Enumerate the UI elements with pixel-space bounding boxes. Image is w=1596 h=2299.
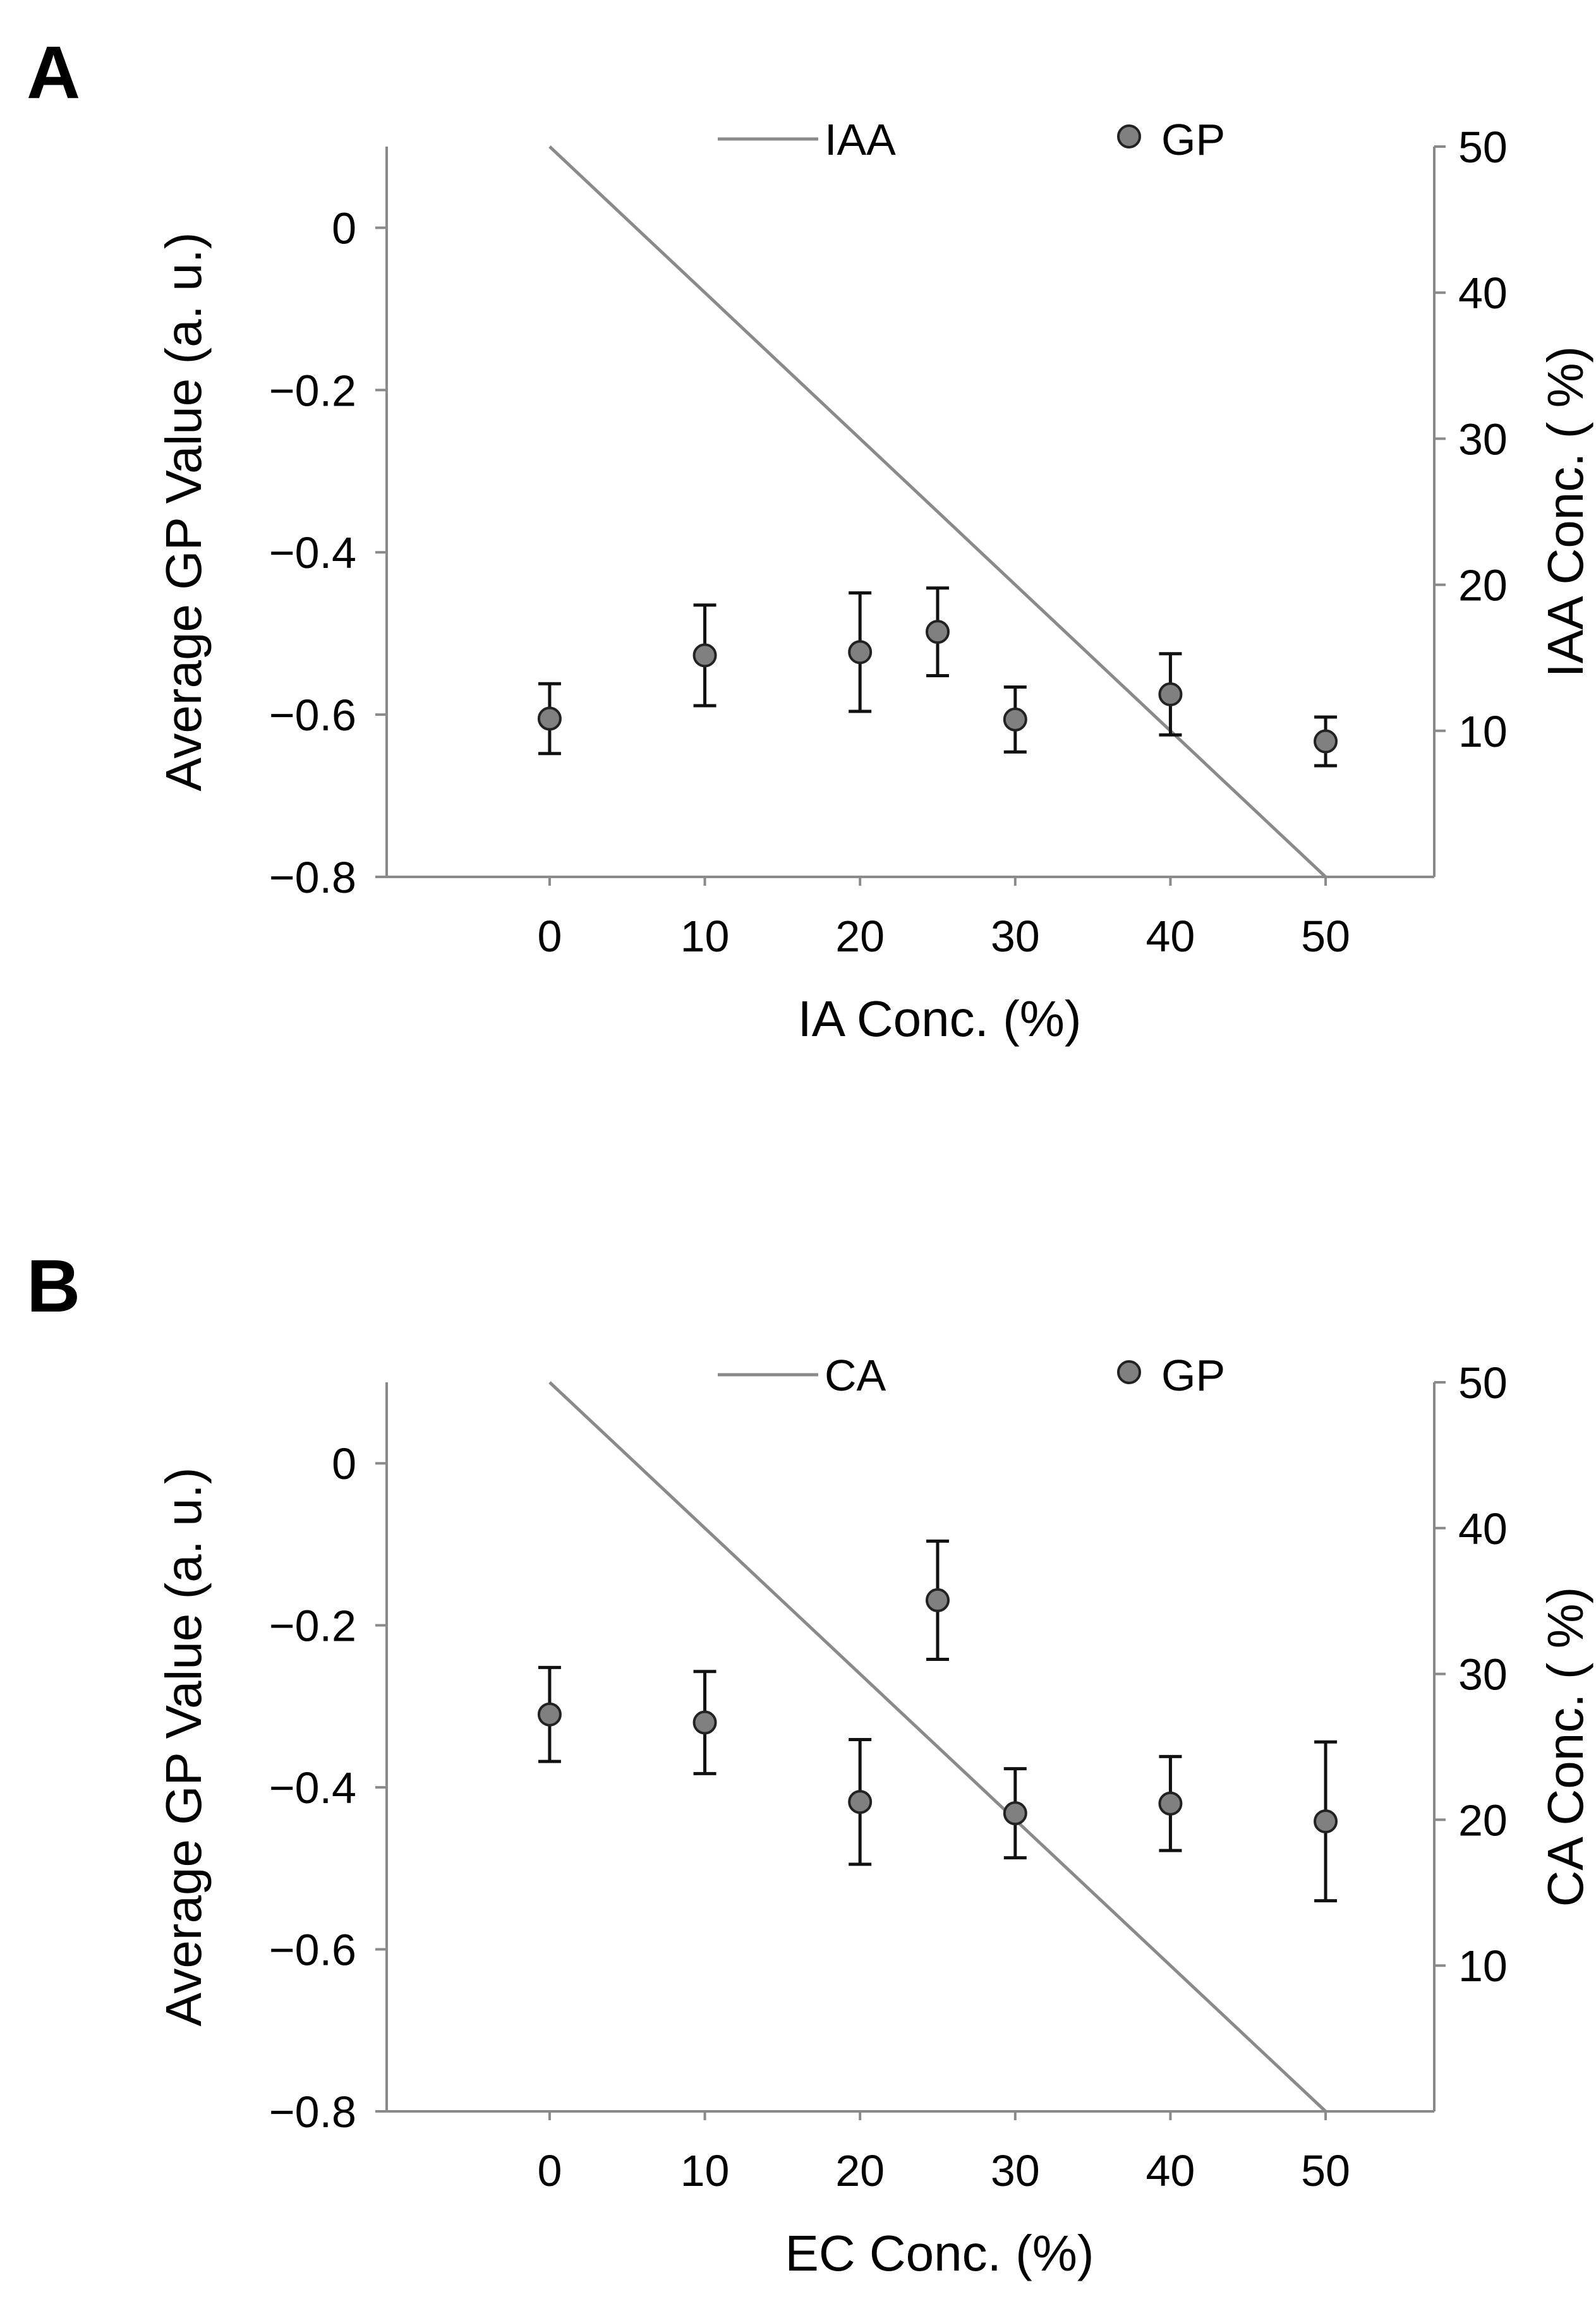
y-axis-title: Average GP Value (a. u.) (155, 1468, 212, 2027)
y-tick-label: −0.4 (269, 528, 356, 577)
panel-label: A (27, 31, 80, 114)
y-tick-label: −0.6 (269, 691, 356, 740)
y2-tick-label: 40 (1458, 1504, 1508, 1554)
y2-axis-title: CA Conc. ( %) (1537, 1587, 1593, 1907)
y-tick-label: −0.4 (269, 1763, 356, 1813)
data-point-gp (1158, 1791, 1183, 1816)
x-tick-label: 10 (680, 912, 730, 961)
data-point-gp (925, 1588, 950, 1612)
y2-tick-label: 40 (1458, 269, 1508, 318)
data-point-gp (1158, 682, 1183, 706)
x-tick-label: 10 (680, 2146, 730, 2195)
legend-line-label: IAA (825, 115, 896, 164)
data-point-gp (692, 1710, 717, 1735)
y-tick-label: −0.8 (269, 853, 356, 902)
y2-tick-label: 30 (1458, 414, 1508, 464)
data-point-gp (925, 620, 950, 644)
legend-marker-swatch (1117, 124, 1141, 148)
x-tick-label: 0 (537, 2146, 562, 2195)
x-axis-title: EC Conc. (%) (785, 2225, 1094, 2281)
legend-marker-label: GP (1161, 1351, 1225, 1400)
data-point-gp (1314, 1809, 1338, 1833)
data-point-gp (848, 640, 873, 665)
legend-line-label: CA (825, 1351, 886, 1400)
data-point-gp (537, 706, 562, 731)
panel-label: B (27, 1245, 80, 1328)
y2-tick-label: 20 (1458, 1795, 1508, 1845)
y2-tick-label: 20 (1458, 561, 1508, 610)
data-point-gp (692, 643, 717, 668)
y-tick-label: −0.2 (269, 366, 356, 415)
x-tick-label: 0 (537, 912, 562, 961)
x-tick-label: 20 (835, 2146, 885, 2195)
y-tick-label: 0 (332, 1439, 356, 1488)
y2-tick-label: 50 (1458, 123, 1508, 172)
y2-tick-label: 50 (1458, 1358, 1508, 1408)
y-tick-label: −0.6 (269, 1926, 356, 1975)
x-tick-label: 20 (835, 912, 885, 961)
x-tick-label: 30 (991, 2146, 1040, 2195)
data-point-gp (1003, 1801, 1027, 1826)
y2-tick-label: 10 (1458, 1941, 1508, 1991)
y2-axis-title: IAA Conc. ( %) (1537, 346, 1593, 678)
chart-panel-b: B 0 −0.2 −0.4 −0.6 −0.8 0 10 20 30 40 50 10 20 30 40 50 E… (27, 1245, 1593, 2281)
data-point-gp (1314, 729, 1338, 754)
y-tick-label: −0.8 (269, 2087, 356, 2137)
x-tick-label: 30 (991, 912, 1040, 961)
y-axis-title: Average GP Value (a. u.) (155, 232, 212, 792)
chart-panel-a: A 0 −0.2 −0.4 −0.6 −0.8 0 10 20 30 40 50 10 20 30 40 50 I… (27, 31, 1593, 1047)
legend-marker-label: GP (1161, 115, 1225, 164)
x-tick-label: 40 (1146, 912, 1195, 961)
data-point-gp (537, 1702, 562, 1727)
x-tick-label: 40 (1146, 2146, 1195, 2195)
y2-tick-label: 10 (1458, 707, 1508, 756)
data-point-gp (848, 1790, 873, 1814)
x-axis-title: IA Conc. (%) (797, 991, 1081, 1047)
y-tick-label: −0.2 (269, 1602, 356, 1651)
legend-marker-swatch (1117, 1360, 1141, 1384)
y-tick-label: 0 (332, 203, 356, 253)
x-tick-label: 50 (1301, 2146, 1350, 2195)
series-line-ca (548, 1381, 1327, 2113)
data-point-gp (1003, 707, 1027, 732)
series-line-iaa (548, 145, 1327, 878)
x-tick-label: 50 (1301, 912, 1350, 961)
y2-tick-label: 30 (1458, 1650, 1508, 1699)
